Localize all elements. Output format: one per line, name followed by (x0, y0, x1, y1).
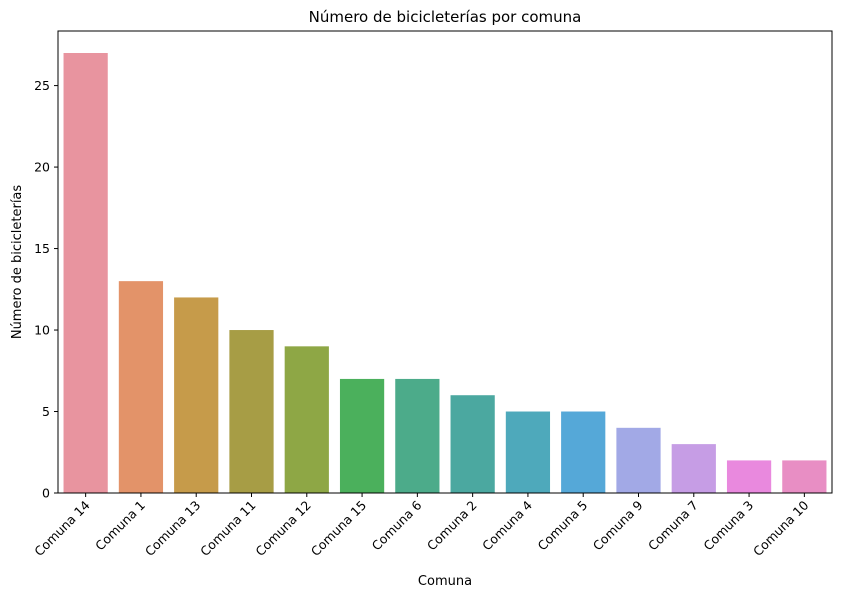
bar-comuna-6 (395, 378, 440, 493)
x-tick-label: Comuna 14 (31, 497, 93, 559)
y-axis: 0 5 10 15 20 25 (34, 78, 58, 501)
x-tick-label: Comuna 13 (142, 498, 203, 559)
x-tick-label: Comuna 2 (424, 498, 480, 554)
x-tick-label: Comuna 10 (750, 497, 812, 559)
y-tick-label: 5 (42, 404, 50, 419)
bar-comuna-9 (616, 427, 661, 493)
bar-comuna-11 (229, 330, 274, 493)
y-tick-label: 25 (34, 78, 50, 93)
bar-comuna-10 (782, 460, 827, 493)
x-tick-label: Comuna 4 (479, 497, 535, 553)
bar-comuna-5 (561, 411, 606, 493)
bar-comuna-13 (174, 297, 219, 493)
y-tick-label: 15 (34, 241, 50, 256)
y-tick-label: 20 (34, 160, 50, 175)
y-axis-label: Número de bicicleterías (10, 185, 25, 340)
x-tick-label: Comuna 3 (700, 498, 756, 554)
plot-frame (57, 30, 833, 494)
y-tick-label: 0 (42, 486, 50, 501)
x-tick-label: Comuna 11 (197, 498, 258, 559)
chart-title: Número de bicicleterías por comuna (309, 8, 582, 26)
x-tick-label: Comuna 9 (590, 497, 646, 553)
x-axis-label: Comuna (418, 574, 472, 589)
x-tick-label: Comuna 7 (645, 498, 701, 554)
x-tick-label: Comuna 6 (369, 497, 425, 553)
bar-comuna-4 (505, 411, 551, 493)
y-tick-label: 10 (34, 323, 50, 338)
x-tick-label: Comuna 1 (92, 498, 148, 554)
bar-comuna-3 (726, 460, 772, 493)
bar-comuna-1 (118, 281, 164, 493)
bar-comuna-12 (284, 346, 329, 493)
bar-comuna-15 (339, 378, 385, 493)
bars-group (63, 53, 827, 493)
x-tick-label: Comuna 12 (252, 498, 313, 559)
x-tick-label: Comuna 15 (308, 498, 369, 559)
bar-comuna-14 (63, 53, 108, 493)
bar-comuna-2 (450, 395, 495, 493)
x-tick-label: Comuna 5 (534, 498, 590, 554)
bar-comuna-7 (671, 444, 716, 493)
